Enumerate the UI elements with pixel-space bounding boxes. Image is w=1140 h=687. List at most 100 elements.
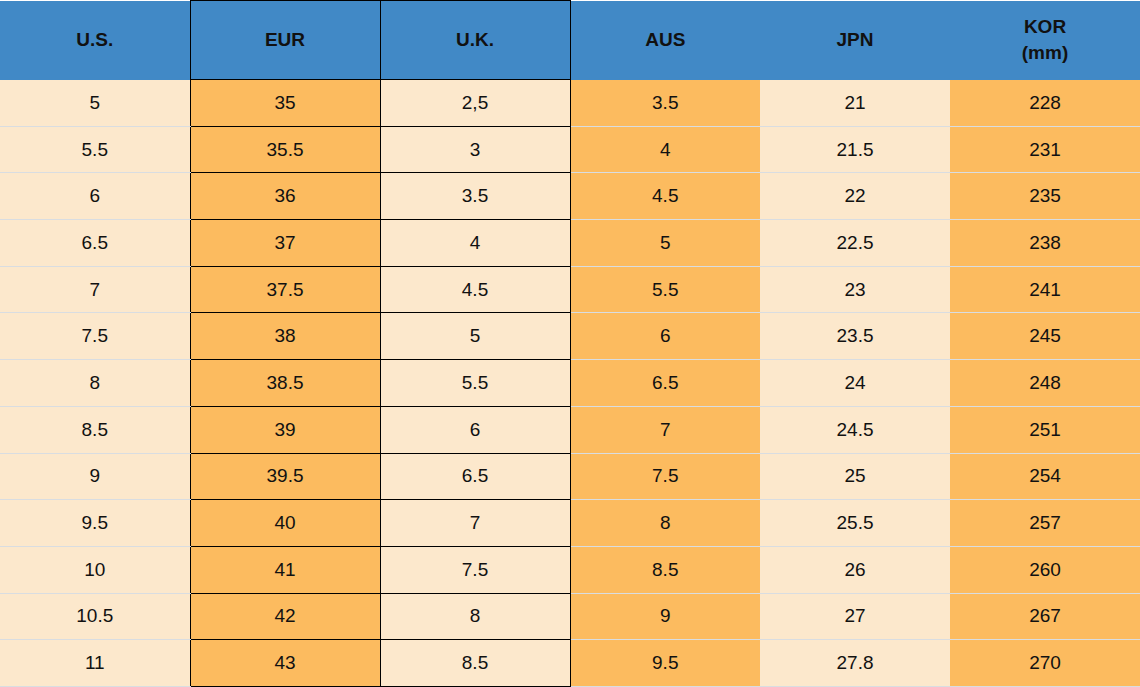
table-cell-eur: 39.5	[190, 453, 380, 500]
table-row: 5352,53.521228	[0, 80, 1140, 127]
table-cell-uk: 5.5	[380, 360, 570, 407]
table-cell-kor: 251	[950, 406, 1140, 453]
table-row: 5.535.53421.5231	[0, 126, 1140, 173]
table-cell-kor: 260	[950, 546, 1140, 593]
table-cell-eur: 35.5	[190, 126, 380, 173]
table-cell-kor: 257	[950, 500, 1140, 547]
table-header: U.S.EURU.K.AUSJPNKOR(mm)	[0, 1, 1140, 80]
table-cell-aus: 6.5	[570, 360, 760, 407]
table-cell-kor: 238	[950, 220, 1140, 267]
table-cell-uk: 8	[380, 593, 570, 640]
table-cell-eur: 38.5	[190, 360, 380, 407]
table-cell-eur: 35	[190, 80, 380, 127]
header-row: U.S.EURU.K.AUSJPNKOR(mm)	[0, 1, 1140, 80]
column-label: EUR	[191, 27, 380, 53]
table-cell-us: 6	[0, 173, 190, 220]
table-cell-uk: 2,5	[380, 80, 570, 127]
table-cell-us: 10.5	[0, 593, 190, 640]
table-cell-us: 7	[0, 266, 190, 313]
table-row: 6.5374522.5238	[0, 220, 1140, 267]
table-cell-us: 11	[0, 640, 190, 687]
table-cell-uk: 4.5	[380, 266, 570, 313]
size-conversion-table: U.S.EURU.K.AUSJPNKOR(mm) 5352,53.5212285…	[0, 0, 1140, 687]
table-cell-jpn: 22	[760, 173, 950, 220]
table-cell-eur: 42	[190, 593, 380, 640]
table-cell-eur: 37.5	[190, 266, 380, 313]
table-cell-kor: 241	[950, 266, 1140, 313]
table-cell-uk: 4	[380, 220, 570, 267]
table-cell-eur: 40	[190, 500, 380, 547]
table-cell-kor: 231	[950, 126, 1140, 173]
table-cell-uk: 3	[380, 126, 570, 173]
table-cell-aus: 6	[570, 313, 760, 360]
table-cell-us: 5.5	[0, 126, 190, 173]
table-cell-uk: 5	[380, 313, 570, 360]
table-row: 11438.59.527.8270	[0, 640, 1140, 687]
table-cell-kor: 228	[950, 80, 1140, 127]
table-cell-uk: 3.5	[380, 173, 570, 220]
table-cell-aus: 4	[570, 126, 760, 173]
table-cell-eur: 41	[190, 546, 380, 593]
table-cell-aus: 7.5	[570, 453, 760, 500]
table-row: 7.5385623.5245	[0, 313, 1140, 360]
table-cell-eur: 37	[190, 220, 380, 267]
table-cell-kor: 248	[950, 360, 1140, 407]
table-cell-us: 7.5	[0, 313, 190, 360]
table-cell-jpn: 25.5	[760, 500, 950, 547]
table-row: 6363.54.522235	[0, 173, 1140, 220]
column-header-uk: U.K.	[380, 1, 570, 80]
table-cell-kor: 267	[950, 593, 1140, 640]
column-header-jpn: JPN	[760, 1, 950, 80]
table-cell-jpn: 26	[760, 546, 950, 593]
table-cell-us: 5	[0, 80, 190, 127]
table-cell-aus: 4.5	[570, 173, 760, 220]
table-cell-aus: 5.5	[570, 266, 760, 313]
column-header-aus: AUS	[570, 1, 760, 80]
table-row: 10.5428927267	[0, 593, 1140, 640]
table-body: 5352,53.5212285.535.53421.52316363.54.52…	[0, 80, 1140, 687]
table-cell-us: 6.5	[0, 220, 190, 267]
table-cell-aus: 9.5	[570, 640, 760, 687]
table-row: 838.55.56.524248	[0, 360, 1140, 407]
table-cell-jpn: 24	[760, 360, 950, 407]
column-header-eur: EUR	[190, 1, 380, 80]
table-cell-us: 10	[0, 546, 190, 593]
column-label: U.K.	[381, 27, 570, 53]
table-cell-aus: 7	[570, 406, 760, 453]
table-cell-jpn: 25	[760, 453, 950, 500]
table-cell-aus: 3.5	[570, 80, 760, 127]
column-label: KOR	[950, 14, 1140, 40]
table-cell-eur: 43	[190, 640, 380, 687]
table-cell-uk: 8.5	[380, 640, 570, 687]
table-cell-aus: 8.5	[570, 546, 760, 593]
table-cell-aus: 5	[570, 220, 760, 267]
table-cell-us: 8	[0, 360, 190, 407]
column-label: AUS	[571, 27, 761, 53]
column-header-kor: KOR(mm)	[950, 1, 1140, 80]
table-cell-jpn: 24.5	[760, 406, 950, 453]
table-row: 10417.58.526260	[0, 546, 1140, 593]
table-cell-jpn: 23.5	[760, 313, 950, 360]
table-cell-jpn: 22.5	[760, 220, 950, 267]
table-row: 9.5407825.5257	[0, 500, 1140, 547]
table-cell-us: 9.5	[0, 500, 190, 547]
table-cell-uk: 6	[380, 406, 570, 453]
table-cell-jpn: 21	[760, 80, 950, 127]
table-cell-uk: 6.5	[380, 453, 570, 500]
table-cell-kor: 270	[950, 640, 1140, 687]
table-cell-uk: 7	[380, 500, 570, 547]
table-cell-us: 8.5	[0, 406, 190, 453]
table-cell-kor: 254	[950, 453, 1140, 500]
column-label: JPN	[760, 27, 950, 53]
table-cell-jpn: 27	[760, 593, 950, 640]
table-cell-eur: 39	[190, 406, 380, 453]
table-cell-eur: 36	[190, 173, 380, 220]
column-label: U.S.	[0, 27, 190, 53]
table-cell-aus: 9	[570, 593, 760, 640]
table-row: 737.54.55.523241	[0, 266, 1140, 313]
table-row: 8.5396724.5251	[0, 406, 1140, 453]
table-row: 939.56.57.525254	[0, 453, 1140, 500]
table-cell-jpn: 21.5	[760, 126, 950, 173]
table-cell-jpn: 27.8	[760, 640, 950, 687]
table-cell-kor: 235	[950, 173, 1140, 220]
